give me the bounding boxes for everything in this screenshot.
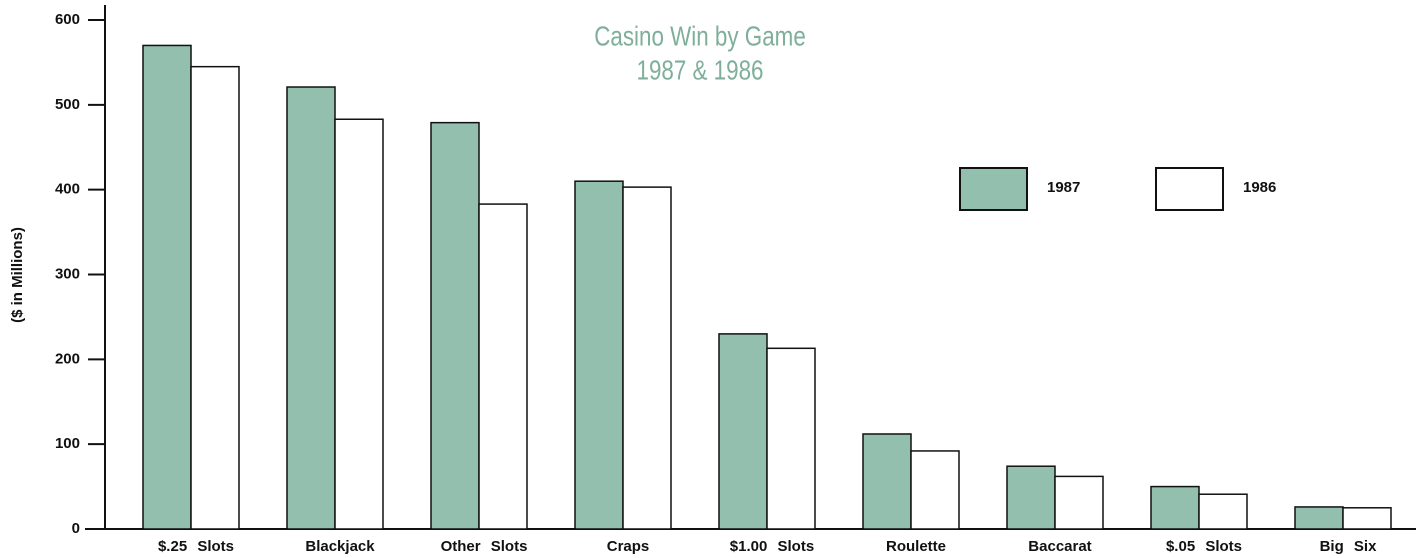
- bar: [1342, 507, 1392, 530]
- bar: [1150, 485, 1200, 530]
- bar: [766, 347, 816, 530]
- bar: [1198, 493, 1248, 530]
- bar: [190, 65, 240, 530]
- y-tick-label: 300: [55, 265, 80, 282]
- x-tick-label: Craps: [607, 538, 650, 555]
- bar: [1054, 475, 1104, 530]
- y-axis-label: ($ in Millions): [9, 227, 26, 323]
- x-tick-label: $1.00 Slots: [730, 538, 814, 555]
- x-tick-label: Big Six: [1320, 538, 1378, 555]
- x-tick-label: Baccarat: [1028, 538, 1091, 555]
- x-tick-label: Blackjack: [305, 538, 375, 555]
- bar: [430, 121, 480, 530]
- bar: [286, 86, 336, 530]
- chart-title: Casino Win by Game: [594, 21, 806, 52]
- x-tick-label: Roulette: [886, 538, 946, 555]
- bar: [622, 186, 672, 530]
- bar: [718, 333, 768, 530]
- bar: [1294, 506, 1344, 530]
- chart-subtitle: 1987 & 1986: [637, 55, 764, 86]
- bar: [478, 203, 528, 530]
- bar: [862, 433, 912, 530]
- y-tick-label: 500: [55, 96, 80, 113]
- y-tick-label: 0: [72, 520, 80, 537]
- legend-swatch: [959, 167, 1028, 211]
- title-group: Casino Win by Game 1987 & 1986: [594, 21, 806, 86]
- legend-label: 1986: [1243, 179, 1276, 196]
- x-tick-label: Other Slots: [441, 538, 528, 555]
- x-tick-label: $.25 Slots: [158, 538, 234, 555]
- x-tick-label: $.05 Slots: [1166, 538, 1242, 555]
- bar: [910, 450, 960, 530]
- y-tick-label: 400: [55, 181, 80, 198]
- y-tick-label: 600: [55, 11, 80, 28]
- y-tick-label: 100: [55, 435, 80, 452]
- bar: [574, 180, 624, 530]
- legend-label: 1987: [1047, 179, 1080, 196]
- bar: [334, 118, 384, 530]
- legend-swatch: [1155, 167, 1224, 211]
- bar: [1006, 465, 1056, 530]
- bar: [142, 44, 192, 530]
- y-tick-label: 200: [55, 350, 80, 367]
